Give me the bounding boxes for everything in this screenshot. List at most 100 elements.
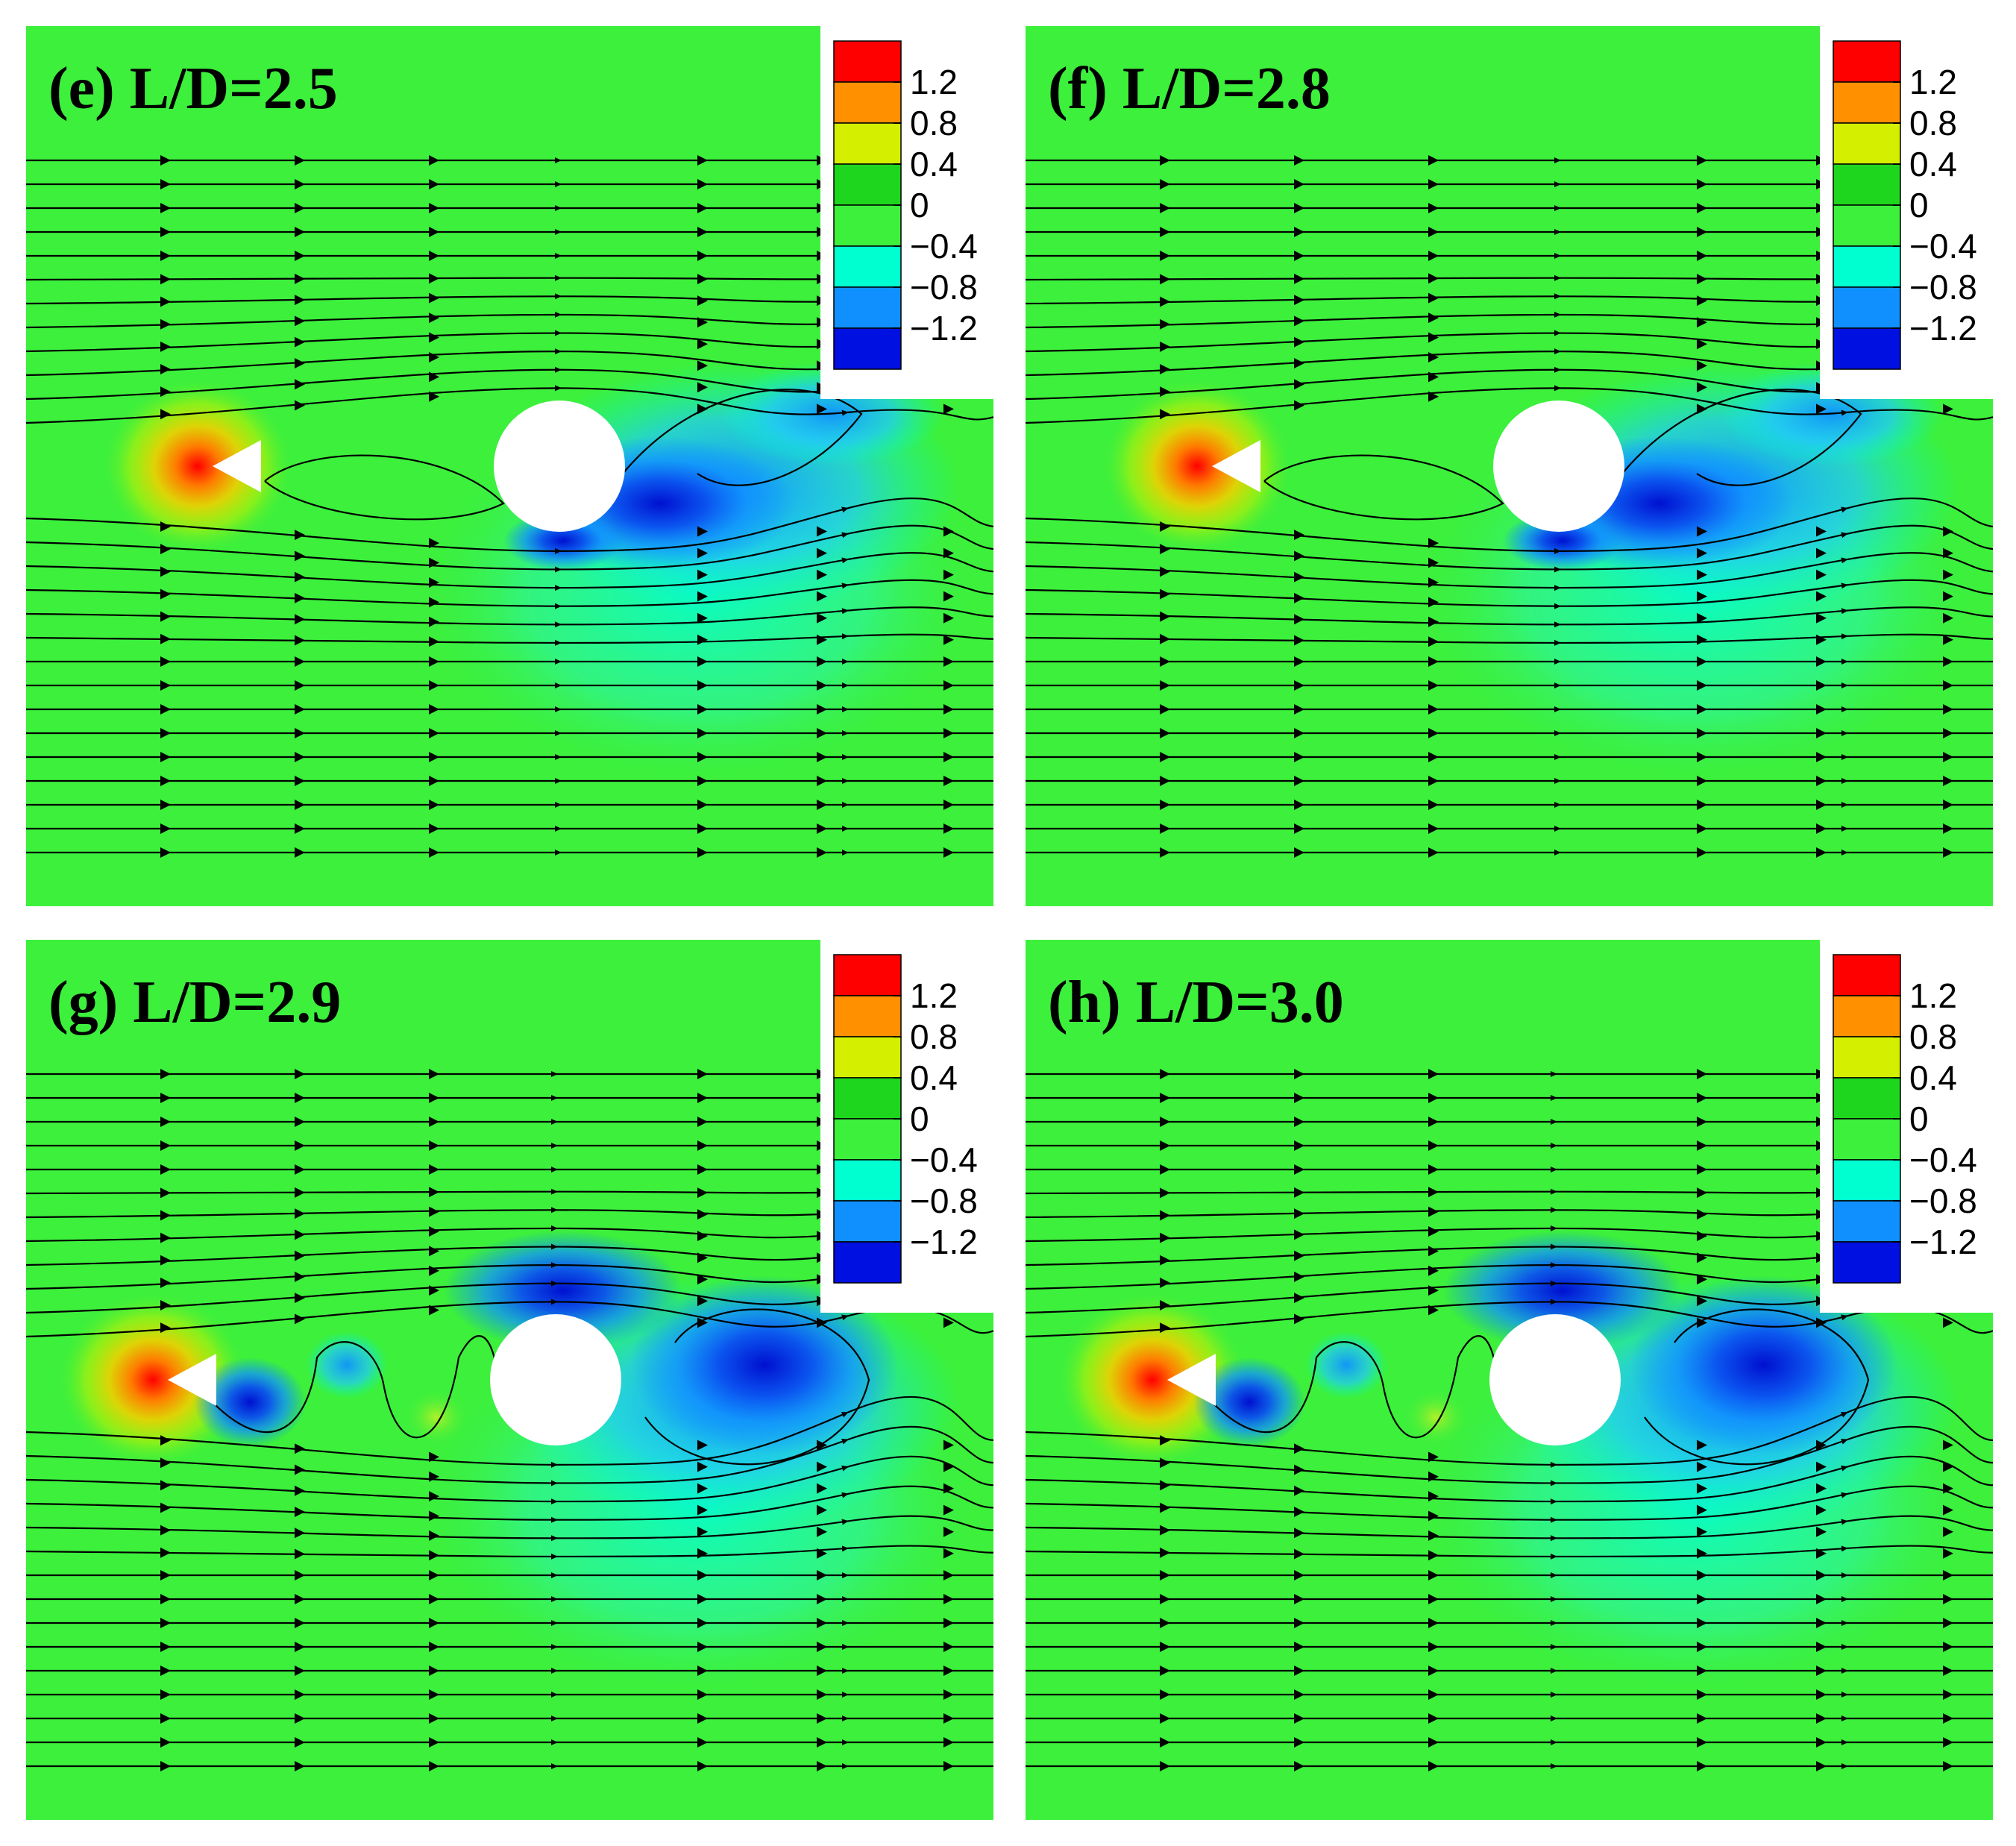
legend-level-label: 0 xyxy=(910,1099,929,1138)
streamline-arrow xyxy=(1943,1440,1953,1451)
streamline-arrow xyxy=(1428,1491,1439,1502)
streamline xyxy=(1025,579,1994,609)
streamline-arrow xyxy=(1816,847,1827,858)
legend-swatch xyxy=(1833,163,1901,206)
streamline-arrow xyxy=(817,591,827,602)
streamline-arrow xyxy=(429,1117,439,1127)
streamline-arrow xyxy=(295,1618,305,1628)
legend-level-label: −0.8 xyxy=(910,1181,978,1220)
streamline-arrow xyxy=(1294,315,1304,327)
streamline-arrow xyxy=(1428,1713,1439,1724)
streamline-arrow xyxy=(1428,251,1439,261)
triangle-body-icon xyxy=(1167,1354,1216,1406)
streamline-arrow xyxy=(429,776,439,786)
streamline-arrow xyxy=(1160,1117,1170,1127)
streamline-arrow xyxy=(1428,1451,1439,1463)
streamline-arrow xyxy=(1160,1210,1170,1221)
legend-level-label: 0.8 xyxy=(1909,104,1957,142)
streamline-arrow xyxy=(1816,1548,1827,1559)
streamline-arrow xyxy=(1294,776,1304,786)
streamline-arrow xyxy=(429,1246,439,1257)
streamline-arrow xyxy=(1943,752,1953,762)
streamline-arrow xyxy=(943,1594,954,1604)
colorbar-legend: 1.20.80.40−0.4−0.8−1.2 xyxy=(820,22,999,399)
streamline-arrow xyxy=(697,680,708,691)
legend-swatch xyxy=(833,1077,902,1120)
streamline-arrow xyxy=(295,379,305,390)
streamline-arrow xyxy=(429,557,439,568)
recirculation-loop xyxy=(264,454,505,521)
streamline-arrow xyxy=(429,616,439,627)
streamline-arrow xyxy=(1697,1483,1707,1494)
streamline-arrow xyxy=(697,704,708,715)
streamline-arrow xyxy=(1943,1713,1953,1724)
streamline-arrow xyxy=(1294,704,1304,715)
streamline-arrow xyxy=(943,404,954,415)
streamline-arrow xyxy=(943,823,954,834)
streamline-arrow xyxy=(1160,566,1170,577)
streamline-arrow xyxy=(295,1485,305,1496)
legend-swatch xyxy=(833,286,902,329)
legend-level-label: 0.8 xyxy=(910,104,958,142)
streamline-arrow xyxy=(295,155,305,166)
streamline-arrow xyxy=(1428,1550,1439,1561)
streamline-arrow xyxy=(429,1069,439,1079)
streamline-arrow xyxy=(1294,847,1304,858)
streamline-arrow xyxy=(160,1666,171,1676)
panel-title: (h) L/D=3.0 xyxy=(1048,970,1344,1035)
panel-g: 1.20.80.40−0.4−0.8−1.2 (g) L/D=2.9 xyxy=(25,936,999,1820)
streamline-arrow xyxy=(429,292,439,304)
streamline-arrow xyxy=(1294,1187,1304,1198)
streamline-arrow xyxy=(817,1504,827,1516)
streamline-arrow xyxy=(1697,1069,1707,1079)
legend-level-label: −0.8 xyxy=(1909,268,1977,307)
streamline-arrow xyxy=(160,296,171,307)
streamline-arrow xyxy=(1428,616,1439,627)
streamline-arrow xyxy=(1160,752,1170,762)
streamline-arrow xyxy=(1816,1737,1827,1748)
streamline-arrow xyxy=(697,1069,708,1079)
streamline-arrow xyxy=(295,1689,305,1700)
streamline-arrow xyxy=(295,273,305,284)
streamline-arrow xyxy=(697,612,708,624)
streamline-arrow xyxy=(295,680,305,691)
streamline xyxy=(1025,1545,1994,1560)
streamline-arrow xyxy=(160,179,171,189)
streamline-arrow xyxy=(1294,1618,1304,1628)
streamline-arrow xyxy=(1943,1526,1953,1537)
streamline-arrow xyxy=(1943,1317,1953,1328)
streamline-arrow xyxy=(429,704,439,715)
streamline-arrow xyxy=(429,1140,439,1151)
streamline-arrow xyxy=(1160,544,1170,555)
streamline-arrow xyxy=(1816,1570,1827,1580)
streamline-arrow xyxy=(1428,1594,1439,1604)
streamline-arrow xyxy=(817,1737,827,1748)
streamline-arrow xyxy=(697,179,708,189)
streamline-arrow xyxy=(429,1689,439,1700)
streamline-arrow xyxy=(1943,1548,1953,1559)
streamline-arrow xyxy=(429,1666,439,1676)
panel-f: 1.20.80.40−0.4−0.8−1.2 (f) L/D=2.8 xyxy=(1025,22,1999,906)
wake-loop xyxy=(1621,389,1862,486)
streamline-arrow xyxy=(1160,1642,1170,1652)
streamline-arrow xyxy=(1294,227,1304,237)
legend-level-label: −0.4 xyxy=(910,1140,978,1179)
streamline-arrow xyxy=(1943,1570,1953,1580)
streamline-arrow xyxy=(1294,1164,1304,1175)
streamline-arrow xyxy=(1816,1483,1827,1494)
streamline-arrow xyxy=(1697,591,1707,602)
legend-swatch xyxy=(833,40,902,83)
streamline-arrow xyxy=(1943,680,1953,691)
legend-level-label: 0.4 xyxy=(910,1058,958,1097)
streamline-arrow xyxy=(1160,1187,1170,1199)
streamline-arrow xyxy=(429,1550,439,1561)
streamline-arrow xyxy=(1428,1737,1439,1748)
streamline-arrow xyxy=(817,1713,827,1724)
streamline-arrow xyxy=(1160,1689,1170,1700)
streamline-arrow xyxy=(1943,823,1953,834)
streamline-arrow xyxy=(429,203,439,213)
streamline-arrow xyxy=(295,1069,305,1079)
legend-swatch xyxy=(1833,1241,1901,1284)
streamline-arrow xyxy=(1428,656,1439,667)
colorbar-legend: 1.20.80.40−0.4−0.8−1.2 xyxy=(1820,936,1999,1313)
